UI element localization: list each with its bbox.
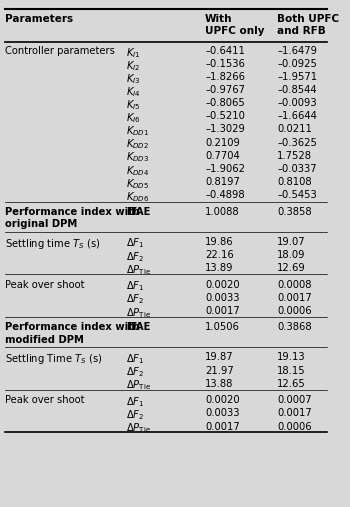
Text: –0.1536: –0.1536: [205, 59, 245, 69]
Text: –0.8544: –0.8544: [277, 85, 317, 95]
Text: Settling time $T_S$ (s): Settling time $T_S$ (s): [5, 237, 100, 250]
Text: $K_{I1}$: $K_{I1}$: [126, 46, 141, 59]
Text: 0.3868: 0.3868: [277, 322, 312, 333]
Text: 12.69: 12.69: [277, 263, 306, 273]
Text: $K_{DD6}$: $K_{DD6}$: [126, 190, 149, 204]
Text: Peak over shoot: Peak over shoot: [5, 279, 84, 289]
Text: $K_{DD3}$: $K_{DD3}$: [126, 151, 149, 164]
Text: $K_{DD5}$: $K_{DD5}$: [126, 177, 149, 191]
Text: 0.0020: 0.0020: [205, 279, 240, 289]
Text: –0.3625: –0.3625: [277, 137, 317, 148]
Text: Both UPFC
and RFB: Both UPFC and RFB: [277, 14, 339, 35]
Text: 18.15: 18.15: [277, 366, 306, 376]
Text: –0.5453: –0.5453: [277, 190, 317, 200]
Text: $\Delta F_2$: $\Delta F_2$: [126, 293, 145, 306]
Text: With
UPFC only: With UPFC only: [205, 14, 265, 35]
Text: –0.0337: –0.0337: [277, 164, 317, 174]
Text: 0.8197: 0.8197: [205, 177, 240, 187]
Text: –1.6644: –1.6644: [277, 112, 317, 121]
Text: ITAE: ITAE: [126, 207, 150, 216]
Text: 13.88: 13.88: [205, 379, 233, 389]
Text: 1.0088: 1.0088: [205, 207, 240, 216]
Text: Parameters: Parameters: [5, 14, 73, 24]
Text: $\Delta F_1$: $\Delta F_1$: [126, 352, 145, 366]
Text: 0.0017: 0.0017: [205, 421, 240, 431]
Text: $K_{I6}$: $K_{I6}$: [126, 112, 141, 125]
Text: 0.0017: 0.0017: [277, 293, 312, 303]
Text: $K_{DD2}$: $K_{DD2}$: [126, 137, 149, 151]
Text: 0.0017: 0.0017: [277, 409, 312, 418]
Text: 0.0033: 0.0033: [205, 409, 239, 418]
Text: Performance index with
original DPM: Performance index with original DPM: [5, 207, 140, 229]
Text: 0.3858: 0.3858: [277, 207, 312, 216]
Text: 0.0033: 0.0033: [205, 293, 239, 303]
Text: $\Delta F_1$: $\Delta F_1$: [126, 279, 145, 294]
Text: 19.07: 19.07: [277, 237, 306, 247]
Text: –0.0925: –0.0925: [277, 59, 317, 69]
Text: 0.8108: 0.8108: [277, 177, 312, 187]
Text: $K_{I4}$: $K_{I4}$: [126, 85, 141, 99]
Text: $\Delta P_{\mathrm{Tie}}$: $\Delta P_{\mathrm{Tie}}$: [126, 263, 151, 277]
Text: $\Delta P_{\mathrm{Tie}}$: $\Delta P_{\mathrm{Tie}}$: [126, 421, 151, 436]
Text: Performance index with
modified DPM: Performance index with modified DPM: [5, 322, 140, 345]
Text: $K_{DD1}$: $K_{DD1}$: [126, 124, 149, 138]
Text: 18.09: 18.09: [277, 250, 306, 260]
Text: 0.7704: 0.7704: [205, 151, 240, 161]
Text: 0.0006: 0.0006: [277, 306, 312, 316]
Text: $\Delta P_{\mathrm{Tie}}$: $\Delta P_{\mathrm{Tie}}$: [126, 379, 151, 392]
Text: 0.0006: 0.0006: [277, 421, 312, 431]
Text: –1.6479: –1.6479: [277, 46, 317, 56]
Text: $K_{I5}$: $K_{I5}$: [126, 98, 141, 112]
Text: ITAE: ITAE: [126, 322, 150, 333]
Text: $\Delta P_{\mathrm{Tie}}$: $\Delta P_{\mathrm{Tie}}$: [126, 306, 151, 319]
Text: 0.0211: 0.0211: [277, 124, 312, 134]
Text: Controller parameters: Controller parameters: [5, 46, 114, 56]
Text: Settling Time $T_S$ (s): Settling Time $T_S$ (s): [5, 352, 103, 367]
Text: $K_{I2}$: $K_{I2}$: [126, 59, 141, 73]
Text: 0.0017: 0.0017: [205, 306, 240, 316]
Text: $\Delta F_1$: $\Delta F_1$: [126, 395, 145, 409]
Text: –0.0093: –0.0093: [277, 98, 317, 108]
Text: –0.8065: –0.8065: [205, 98, 245, 108]
Text: 19.13: 19.13: [277, 352, 306, 363]
Text: –0.9767: –0.9767: [205, 85, 245, 95]
Text: –1.3029: –1.3029: [205, 124, 245, 134]
Text: 0.0008: 0.0008: [277, 279, 312, 289]
Text: 19.86: 19.86: [205, 237, 234, 247]
Text: $\Delta F_2$: $\Delta F_2$: [126, 366, 145, 379]
Text: 0.2109: 0.2109: [205, 137, 240, 148]
Text: Peak over shoot: Peak over shoot: [5, 395, 84, 405]
Text: –1.8266: –1.8266: [205, 72, 245, 82]
Text: –0.6411: –0.6411: [205, 46, 245, 56]
Text: $\Delta F_1$: $\Delta F_1$: [126, 237, 145, 250]
Text: 21.97: 21.97: [205, 366, 234, 376]
Text: –1.9062: –1.9062: [205, 164, 245, 174]
Text: 1.0506: 1.0506: [205, 322, 240, 333]
Text: 0.0020: 0.0020: [205, 395, 240, 405]
Text: –0.5210: –0.5210: [205, 112, 245, 121]
Text: 1.7528: 1.7528: [277, 151, 312, 161]
Text: 22.16: 22.16: [205, 250, 234, 260]
Text: $\Delta F_2$: $\Delta F_2$: [126, 409, 145, 422]
Text: –1.9571: –1.9571: [277, 72, 317, 82]
Text: $K_{I3}$: $K_{I3}$: [126, 72, 141, 86]
Text: 12.65: 12.65: [277, 379, 306, 389]
Text: $\Delta F_2$: $\Delta F_2$: [126, 250, 145, 264]
Text: 0.0007: 0.0007: [277, 395, 312, 405]
Text: –0.4898: –0.4898: [205, 190, 245, 200]
Text: 13.89: 13.89: [205, 263, 233, 273]
Text: $K_{DD4}$: $K_{DD4}$: [126, 164, 149, 177]
Text: 19.87: 19.87: [205, 352, 234, 363]
